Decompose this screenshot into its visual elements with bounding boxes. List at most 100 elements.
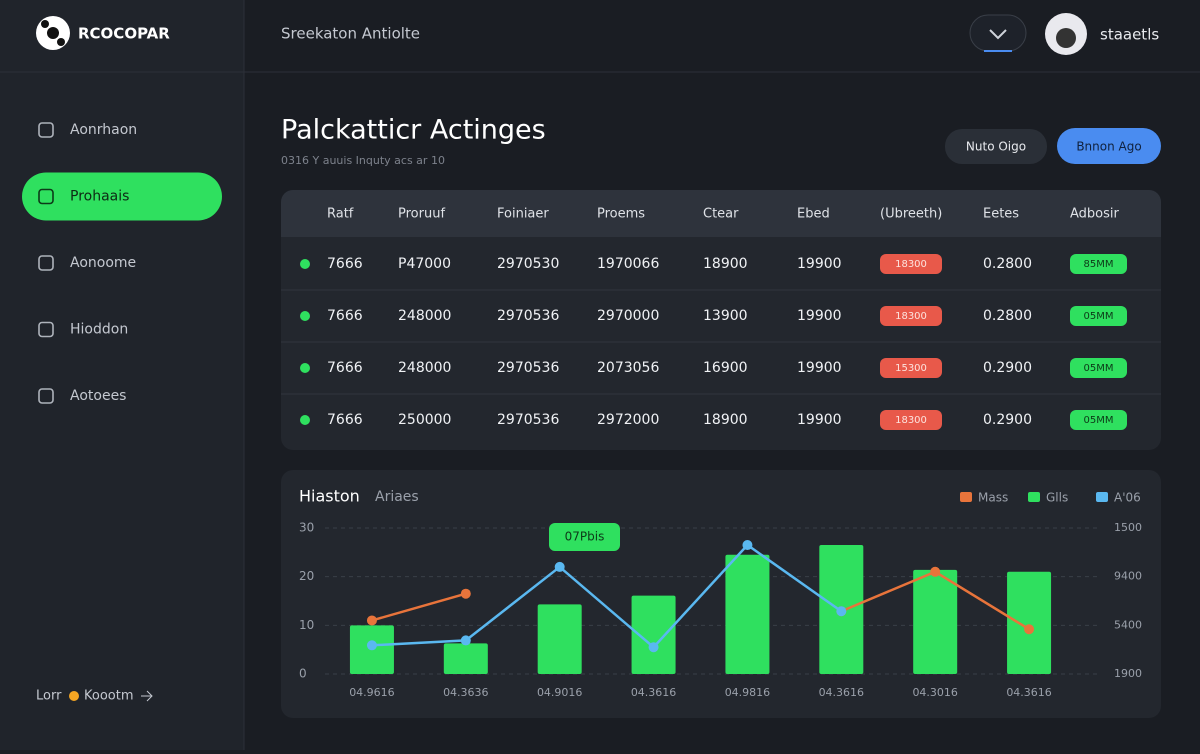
table-cell: 7666 (327, 412, 363, 428)
brand-logo-dot (57, 38, 65, 46)
page-subtitle: 0316 Y auuis Inquty acs ar 10 (281, 154, 445, 167)
sidebar-item[interactable]: Hioddon (70, 322, 128, 338)
notification-button[interactable] (969, 14, 1027, 52)
table-cell: P47000 (398, 256, 451, 272)
row-icon (300, 363, 310, 373)
bar (725, 554, 770, 674)
legend-swatch (1028, 492, 1040, 502)
table-cell: 2073056 (597, 360, 659, 376)
chart-title: Hiaston (299, 487, 360, 506)
legend-label: Glls (1046, 491, 1068, 505)
status-badge-label: 05MM (1084, 363, 1114, 374)
bar (443, 643, 488, 674)
line-point (366, 615, 377, 626)
sidebar-footer-label: Lorr (36, 689, 62, 704)
line-point (930, 566, 941, 577)
x-tick-label: 04.3616 (819, 686, 865, 699)
line (371, 543, 843, 649)
table-cell: 19900 (797, 256, 842, 272)
table-cell: 18900 (703, 256, 748, 272)
sidebar-item[interactable]: Aonoome (70, 255, 136, 271)
brand-name: RCOCOPAR (78, 25, 170, 43)
table-cell: 0.2800 (983, 256, 1032, 272)
table-cell: 2970000 (597, 308, 659, 324)
column-header: Foiniaer (497, 207, 549, 222)
table-cell: 0.2800 (983, 308, 1032, 324)
y-tick-label: 10 (299, 618, 314, 632)
status-badge-red (880, 410, 942, 430)
status-badge-label: 18300 (895, 415, 927, 426)
x-tick-label: 04.9816 (725, 686, 771, 699)
status-badge-label: 18300 (895, 311, 927, 322)
line-point (742, 540, 753, 551)
status-badge-label: 85MM (1084, 259, 1114, 270)
status-badge-red (880, 306, 942, 326)
table-cell: 250000 (398, 412, 451, 428)
status-badge-label: 05MM (1084, 415, 1114, 426)
table: Ratf Proruuf Foiniaer Proems Ctear Ebed (Ubree… (281, 207, 1161, 430)
table-cell: 2970536 (497, 412, 559, 428)
y2-tick-label: 1500 (1114, 521, 1142, 534)
x-tick-label: 04.9616 (349, 686, 395, 699)
page-title: Palckatticr Actinges (281, 115, 546, 146)
table-cell: 19900 (797, 412, 842, 428)
table-cell: 2970536 (497, 360, 559, 376)
y2-tick-label: 1900 (1114, 667, 1142, 680)
y2-tick-label: 5400 (1114, 618, 1142, 631)
table-cell: 7666 (327, 256, 363, 272)
sidebar-item[interactable]: Prohaais (70, 189, 129, 205)
status-badge-red (880, 254, 942, 274)
user-name: staaetls (1100, 26, 1159, 44)
sidebar-menu: Aonrhaon Prohaais Aonoome Hioddon Aotoees (22, 122, 222, 404)
column-header: Proems (597, 207, 645, 222)
status-badge-green (1070, 410, 1127, 430)
row-icon (300, 415, 310, 425)
primary-button[interactable] (1057, 128, 1161, 164)
brand-logo-dot (47, 27, 59, 39)
notification-icon (989, 29, 1007, 40)
sidebar-icon (38, 321, 54, 338)
sidebar-footer-link[interactable]: Koootm (84, 689, 134, 704)
secondary-button[interactable] (945, 129, 1047, 164)
sidebar (0, 0, 244, 750)
table-card (281, 190, 1161, 450)
status-badge-green (1070, 358, 1127, 378)
status-dot (69, 691, 79, 701)
column-header: Ebed (797, 207, 830, 222)
bar (631, 595, 676, 674)
status-badge-label: 15300 (895, 363, 927, 374)
table-cell: 2970536 (497, 308, 559, 324)
sidebar-icon (38, 255, 54, 271)
status-badge-red (880, 358, 942, 378)
annotation-box (549, 523, 620, 551)
sidebar-item-active[interactable] (22, 172, 222, 221)
brand-logo-dot (41, 20, 49, 28)
x-tick-label: 04.9016 (537, 686, 583, 699)
status-badge-label: 18300 (895, 259, 927, 270)
annotation: 07Pbis (565, 530, 605, 544)
status-badge-green (1070, 306, 1127, 326)
x-tick-label: 04.3616 (1006, 686, 1052, 699)
bar (913, 569, 958, 674)
table-cell: 2972000 (597, 412, 659, 428)
table-cell: 19900 (797, 308, 842, 324)
sidebar-item[interactable]: Aotoees (70, 388, 126, 404)
table-cell: 248000 (398, 360, 451, 376)
status-badge-green (1070, 254, 1127, 274)
row-icon (300, 259, 310, 269)
sidebar-item[interactable]: Aonrhaon (70, 122, 137, 138)
table-cell: 0.2900 (983, 412, 1032, 428)
table-cell: 13900 (703, 308, 748, 324)
bar (537, 604, 582, 674)
table-cell: 1970066 (597, 256, 659, 272)
column-header: (Ubreeth) (880, 207, 942, 222)
table-cell: 16900 (703, 360, 748, 376)
table-cell: 19900 (797, 360, 842, 376)
column-header: Eetes (983, 207, 1019, 222)
line-point (554, 561, 565, 572)
table-header-row (281, 190, 1161, 237)
chart-subtitle: Ariaes (375, 489, 419, 505)
breadcrumb: Sreekaton Antiolte (281, 25, 420, 43)
table-cell: 248000 (398, 308, 451, 324)
